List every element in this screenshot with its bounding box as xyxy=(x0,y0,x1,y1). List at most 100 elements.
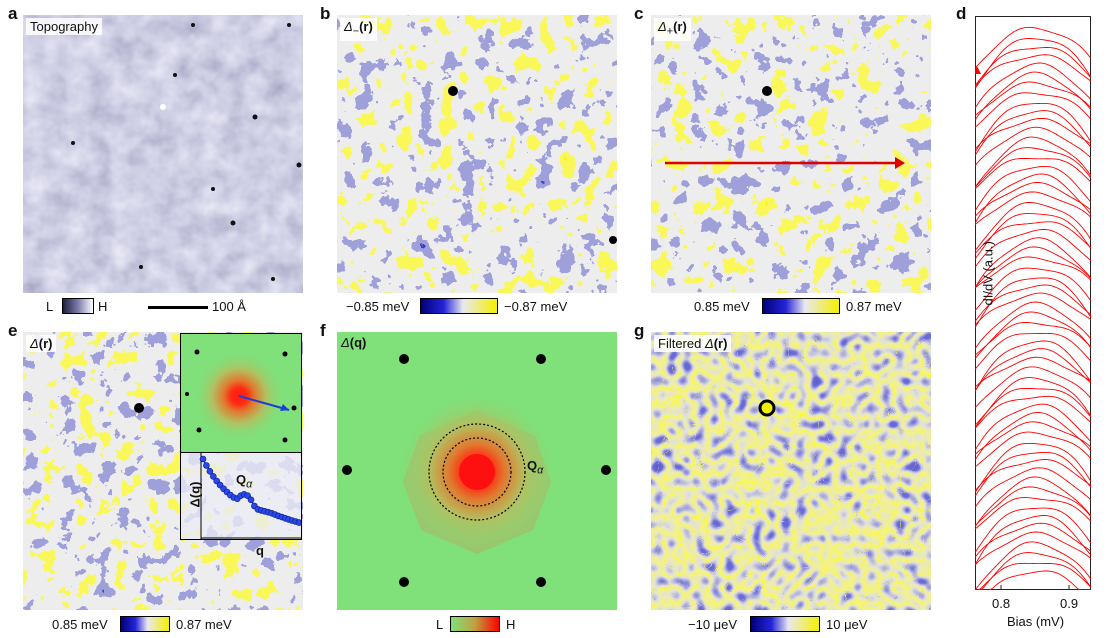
panel-a-title: Topography xyxy=(26,18,102,35)
panel-g-title: Filtered Δ(r) xyxy=(654,335,732,352)
spectrum-line xyxy=(975,421,1091,455)
panel-label-b: b xyxy=(320,4,331,23)
panel-b-title: Δ−(r) xyxy=(340,18,377,41)
panel-label-g: g xyxy=(634,321,645,340)
arg: (r) xyxy=(38,336,53,351)
panel-e-colorbar xyxy=(120,616,170,632)
spectrum-line xyxy=(975,403,1091,451)
spectrum-line xyxy=(975,366,1091,409)
spectrum-line xyxy=(975,110,1091,156)
spectrum-line xyxy=(975,126,1091,166)
spectrum-line xyxy=(975,202,1091,252)
spectrum-line xyxy=(975,515,1091,566)
panel-b-colorbar xyxy=(420,298,498,314)
panel-f-title: Δ(q) xyxy=(341,335,366,350)
spectrum-line xyxy=(975,147,1091,188)
arg: (r) xyxy=(673,19,687,34)
spectrum-line xyxy=(975,552,1091,590)
panel-f-cbar-low: L xyxy=(436,617,444,632)
spectrum-line xyxy=(975,531,1091,566)
spectrum-line xyxy=(975,497,1091,530)
filtered-gap-map xyxy=(651,332,931,610)
panel-label-a: a xyxy=(8,4,18,23)
spectrum-line xyxy=(975,182,1091,217)
panel-a-cbar-high: H xyxy=(98,299,108,314)
spectrum-line xyxy=(975,387,1091,426)
spectrum-line xyxy=(975,92,1091,128)
profile-point xyxy=(295,519,301,526)
gap-map-minus xyxy=(337,15,617,293)
spectrum-line xyxy=(975,292,1091,326)
spectra-xlabel: Bias (mV) xyxy=(1007,614,1065,629)
spectrum-line xyxy=(975,102,1091,153)
panel-label-d: d xyxy=(956,4,967,23)
gap-map-plus xyxy=(651,15,931,293)
spectra-arrowhead xyxy=(975,66,981,74)
delta-symbol: Δ xyxy=(704,336,714,351)
spectrum-line xyxy=(975,47,1091,86)
panel-g-cbar-high: 10 μeV xyxy=(826,617,868,632)
spectrum-line xyxy=(975,322,1091,356)
spectrum-line xyxy=(975,165,1091,212)
arg: (r) xyxy=(713,336,728,351)
panel-g-cbar-low: −10 μeV xyxy=(688,617,738,632)
spectrum-line xyxy=(975,412,1091,461)
arg: (q) xyxy=(349,335,367,350)
spectra-ylabel: dI/dV (a.u.) xyxy=(980,241,996,306)
spectrum-line xyxy=(975,62,1091,109)
scale-bar xyxy=(148,306,208,309)
profile-point xyxy=(247,496,255,504)
spectrum-line xyxy=(975,332,1091,370)
inset-profile xyxy=(180,452,302,540)
fft-peak-label: Qα xyxy=(527,458,544,477)
spectrum-line xyxy=(975,237,1091,289)
spectrum-line xyxy=(975,311,1091,360)
spectrum-line xyxy=(975,459,1091,492)
panel-c-cbar-low: 0.85 meV xyxy=(694,299,750,314)
spectrum-line xyxy=(975,267,1091,312)
spectrum-line xyxy=(975,340,1091,392)
spectrum-line xyxy=(975,38,1091,90)
profile-point xyxy=(206,467,214,475)
spectrum-line xyxy=(975,277,1091,328)
panel-e-title: Δ(r) xyxy=(26,335,57,352)
panel-b-cbar-low: −0.85 meV xyxy=(346,299,410,314)
spectrum-line xyxy=(975,246,1091,288)
inset-ylabel: Δ(q) xyxy=(187,481,203,508)
panel-e-cbar-low: 0.85 meV xyxy=(52,617,108,632)
profile-point xyxy=(203,462,210,469)
spectrum-line xyxy=(975,431,1091,468)
spectrum-line xyxy=(975,356,1091,388)
spectrum-line xyxy=(975,229,1091,268)
spectrum-line xyxy=(975,71,1091,121)
spectrum-line xyxy=(975,213,1091,260)
topography-image xyxy=(23,15,303,293)
delta-symbol: Δ xyxy=(341,335,350,350)
panel-b-cbar-high: −0.87 meV xyxy=(504,299,568,314)
delta-symbol: Δ xyxy=(658,19,667,34)
sub-minus: − xyxy=(352,25,360,38)
profile-point xyxy=(209,473,217,480)
xtick-label-0.9: 0.9 xyxy=(1060,596,1079,611)
spectrum-line xyxy=(975,377,1091,429)
delta-symbol: Δ xyxy=(30,336,39,351)
spectrum-line xyxy=(975,467,1091,508)
panel-label-c: c xyxy=(634,4,644,23)
spectrum-line xyxy=(975,54,1091,87)
spectra-chart xyxy=(975,16,1091,590)
inset-peak-label: Qα xyxy=(236,472,253,491)
spectrum-line xyxy=(975,348,1091,392)
spectrum-line xyxy=(975,301,1091,349)
panel-c-cbar-high: 0.87 meV xyxy=(846,299,902,314)
spectrum-line xyxy=(975,507,1091,553)
spectrum-line xyxy=(975,451,1091,497)
panel-f-cbar-high: H xyxy=(506,617,516,632)
spectrum-line xyxy=(975,136,1091,188)
spectra-plot xyxy=(975,16,1091,590)
panel-label-e: e xyxy=(8,321,18,340)
spectrum-line xyxy=(975,158,1091,190)
scale-bar-label: 100 Å xyxy=(212,299,246,314)
arg: (r) xyxy=(359,19,373,34)
spectrum-line xyxy=(975,541,1091,590)
panel-e-cbar-high: 0.87 meV xyxy=(176,617,232,632)
